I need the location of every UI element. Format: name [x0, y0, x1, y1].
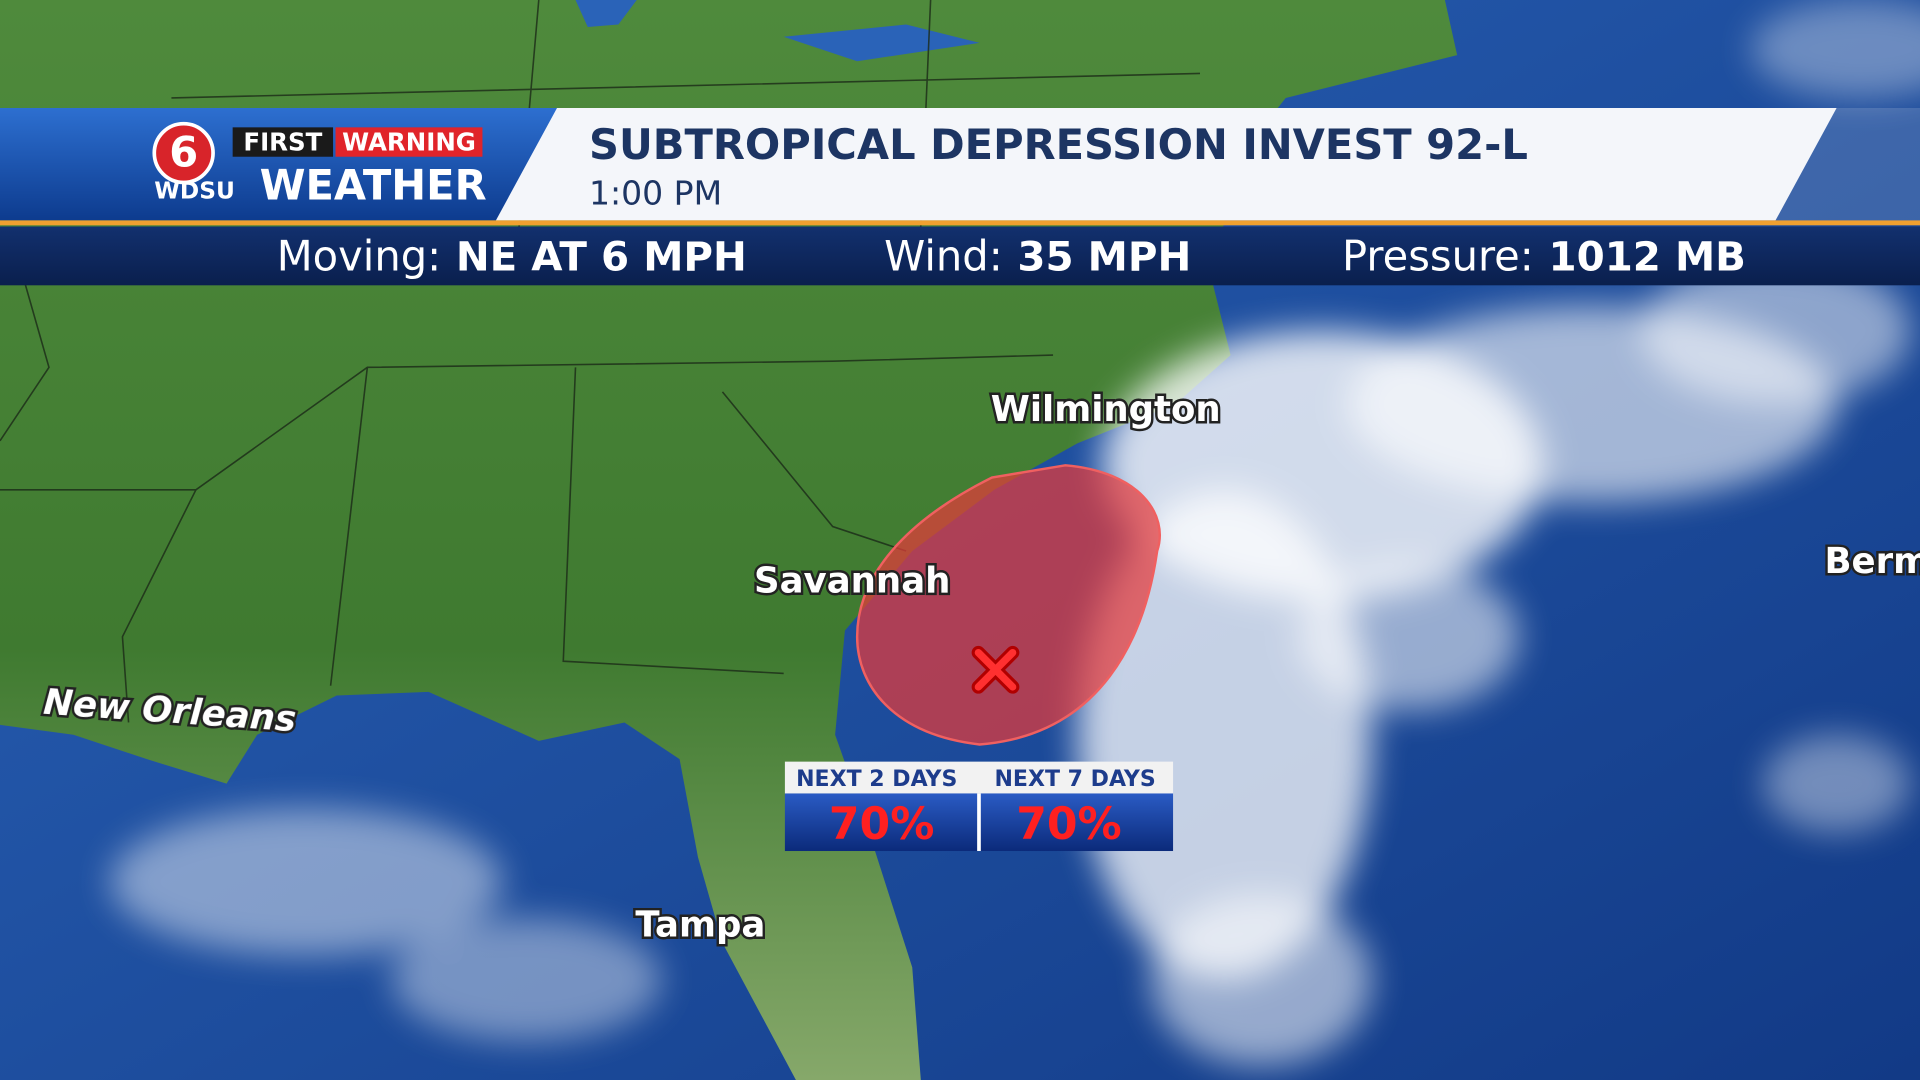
city-label: Wilmington [991, 389, 1221, 430]
title-panel [495, 107, 1837, 221]
city-label: Tampa [635, 905, 765, 946]
stat-label: Pressure: [1342, 232, 1534, 281]
lake [575, 0, 980, 62]
warning-box [335, 127, 483, 157]
outlook-label: NEXT 2 DAYS [796, 767, 957, 792]
first-box [232, 127, 334, 157]
center-marker [971, 645, 1020, 694]
outlook-box [784, 761, 1174, 852]
header-time: 1:00 PM [589, 173, 722, 212]
brand-weather: WEATHER [260, 161, 487, 210]
clouds [110, 0, 1920, 1066]
logo-number: 6 [169, 128, 198, 177]
stats-row: Moving: NE AT 6 MPH Wind: 35 MPH Pressure: 10… [277, 232, 1746, 281]
outlook-label: NEXT 7 DAYS [994, 767, 1155, 792]
stat-label: Moving: [277, 232, 441, 281]
logo-circle [152, 121, 215, 185]
stat-value: 35 MPH [1017, 233, 1191, 281]
stat-label: Wind: [884, 232, 1003, 281]
stat-value: NE AT 6 MPH [456, 233, 747, 281]
city-label: Berm [1824, 541, 1920, 582]
outlook-value: 70% [1016, 799, 1122, 850]
city-label: Savannah [754, 561, 950, 602]
outlook-value: 70% [829, 799, 935, 850]
brand-first: FIRST [243, 128, 322, 157]
brand-station: WDSU [154, 177, 235, 204]
stats-bar [0, 226, 1920, 286]
outlook-area [855, 464, 1161, 746]
brand-warning: WARNING [342, 128, 476, 157]
accent-line [0, 220, 1920, 226]
stat-value: 1012 MB [1549, 233, 1746, 281]
header-title: SUBTROPICAL DEPRESSION INVEST 92-L [589, 120, 1528, 169]
